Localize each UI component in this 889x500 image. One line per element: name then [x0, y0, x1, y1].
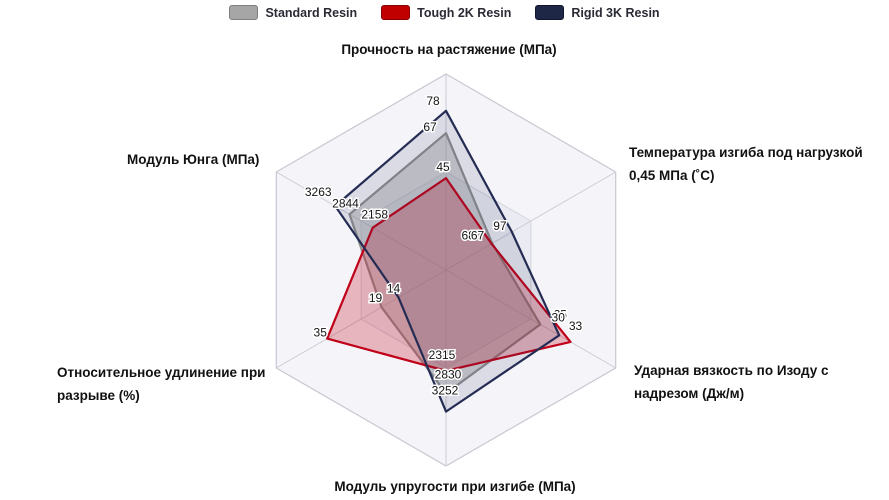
axis-label-line: надрезом (Дж/м) — [634, 386, 745, 401]
value-label-hdt-045mpa: 97 — [493, 219, 507, 233]
legend-item-rigid-3k-resin: Rigid 3K Resin — [535, 5, 660, 20]
chart-legend: Standard Resin Tough 2K Resin Rigid 3K Res… — [0, 5, 889, 20]
value-label-elongation-break: 19 — [369, 291, 383, 305]
legend-item-tough-2k-resin: Tough 2K Resin — [381, 5, 511, 20]
grid-spoke-hdt-045mpa — [445, 171, 616, 271]
axis-label-line: Модуль упругости при изгибе (МПа) — [334, 479, 576, 494]
grid-spoke-elongation-break — [276, 269, 447, 369]
legend-swatch-icon — [381, 5, 411, 20]
value-label-tensile-strength: 67 — [423, 120, 437, 134]
legend-label: Standard Resin — [265, 5, 358, 20]
axis-label-youngs-modulus: Модуль Юнга (МПа) — [127, 148, 259, 171]
series-polygon-rigid-3k-resin — [334, 109, 561, 413]
axis-label-tensile-strength: Прочность на растяжение (МПа) — [341, 38, 556, 61]
value-label-flexural-modulus: 2315 — [429, 348, 456, 362]
value-label-tensile-strength: 78 — [426, 94, 440, 108]
legend-label: Rigid 3K Resin — [571, 5, 660, 20]
value-label-flexural-modulus: 3252 — [432, 384, 459, 398]
value-label-youngs-modulus: 3263 — [305, 185, 332, 199]
axis-label-line: Модуль Юнга (МПа) — [127, 152, 260, 167]
axis-label-flexural-modulus: Модуль упругости при изгибе (МПа) — [334, 475, 575, 498]
axis-label-line: Температура изгиба под нагрузкой — [629, 145, 863, 160]
legend-label: Tough 2K Resin — [417, 5, 512, 20]
axis-label-elongation-break: Относительное удлинение при разрыве (%) — [57, 361, 266, 407]
value-label-hdt-045mpa: 68 — [462, 228, 476, 242]
axis-label-line: Ударная вязкость по Изоду с — [634, 363, 829, 378]
value-label-izod-notched: 33 — [569, 319, 583, 333]
grid-spoke-youngs-modulus — [276, 171, 447, 271]
value-label-elongation-break: 14 — [387, 281, 401, 295]
axis-label-hdt-045mpa: Температура изгиба под нагрузкой 0,45 МПа… — [629, 141, 863, 187]
value-label-flexural-modulus: 2830 — [435, 367, 462, 381]
axis-label-line: Прочность на растяжение (МПа) — [341, 42, 557, 57]
value-label-youngs-modulus: 2844 — [332, 196, 359, 210]
axis-label-line: разрыве (%) — [57, 388, 140, 403]
value-label-youngs-modulus: 2158 — [361, 208, 388, 222]
legend-item-standard-resin: Standard Resin — [229, 5, 357, 20]
value-label-izod-notched: 25 — [554, 307, 568, 321]
value-label-tensile-strength: 45 — [436, 160, 450, 174]
axis-label-line: 0,45 МПа (˚C) — [629, 168, 715, 183]
axis-label-line: Относительное удлинение при — [57, 365, 266, 380]
value-label-elongation-break: 35 — [314, 326, 328, 340]
legend-swatch-icon — [535, 5, 565, 20]
grid-spoke-izod-notched — [445, 269, 616, 369]
series-polygon-tough-2k-resin — [326, 177, 572, 372]
value-label-izod-notched: 30 — [552, 310, 566, 324]
legend-swatch-icon — [229, 5, 259, 20]
axis-label-izod-notched: Ударная вязкость по Изоду с надрезом (Дж/… — [634, 359, 828, 405]
value-label-hdt-045mpa: 67 — [471, 229, 485, 243]
